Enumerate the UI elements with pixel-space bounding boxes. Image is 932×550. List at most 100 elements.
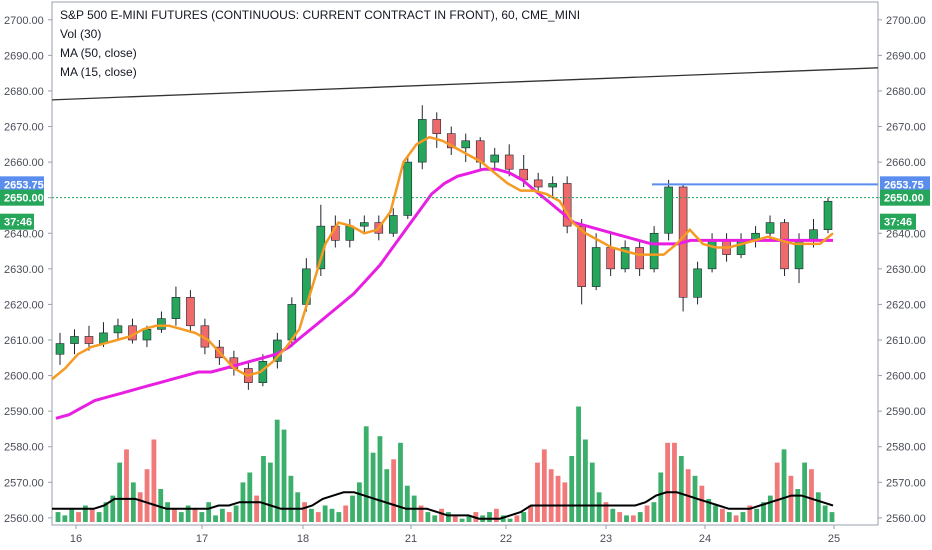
y-tick-label-right: 2630.00 (886, 264, 926, 276)
volume-bar (384, 469, 390, 522)
volume-bar (610, 508, 616, 522)
volume-bar (548, 469, 554, 522)
candle-body (113, 325, 123, 334)
x-tick-label: 21 (405, 533, 417, 545)
candle-body (186, 296, 195, 327)
volume-bar (185, 505, 191, 522)
candle-body (142, 329, 152, 341)
volume-bar (343, 505, 349, 522)
volume-bar (288, 475, 294, 522)
symbol-title[interactable]: S&P 500 E-MINI FUTURES (CONTINUOUS: CURR… (60, 8, 581, 22)
candle-body (765, 222, 775, 234)
y-tick-label-right: 2600.00 (886, 371, 926, 383)
volume-bar (535, 462, 540, 522)
candle-body (403, 161, 413, 216)
y-tick-label-left: 2570.00 (4, 477, 44, 489)
volume-bar (589, 462, 595, 522)
last-price-badge-left-bg (0, 189, 44, 206)
volume-bar (658, 472, 664, 522)
volume-bar (665, 442, 671, 522)
volume-bar (822, 505, 828, 522)
volume-bar (137, 492, 143, 522)
volume-bar (329, 508, 335, 522)
volume-bar (336, 512, 342, 522)
resistance-badge-left-text: 2653.75 (4, 179, 44, 191)
volume-bar (226, 512, 232, 522)
volume-bar (76, 512, 81, 522)
candle-body (388, 215, 398, 234)
volume-bar (370, 452, 376, 522)
x-tick-label: 23 (600, 533, 612, 545)
vol-indicator-label[interactable]: Vol (30) (60, 27, 102, 41)
volume-bar (398, 442, 403, 522)
x-axis: 16 17 18 21 22 23 24 25 (70, 525, 840, 545)
ma15-indicator-label[interactable]: MA (15, close) (60, 65, 137, 79)
y-tick-label-left: 2690.00 (4, 50, 44, 62)
ma50-indicator-label[interactable]: MA (50, close) (60, 46, 137, 60)
volume-bar (110, 495, 116, 522)
volume-bar (809, 469, 814, 522)
volume-bar (130, 482, 136, 522)
volume-bar (576, 406, 581, 522)
volume-bar (165, 502, 170, 522)
candle-body (533, 179, 543, 188)
candle-body (823, 200, 833, 231)
volume-bar (446, 512, 451, 522)
volume-bar (617, 512, 623, 522)
volume-bar (192, 508, 198, 522)
volume-bar (802, 462, 807, 522)
volume-bar (391, 459, 397, 522)
volume-bar (672, 442, 677, 522)
volume-bar (144, 469, 150, 522)
chart-legend: S&P 500 E-MINI FUTURES (CONTINUOUS: CURR… (60, 6, 580, 82)
y-tick-label-left: 2700.00 (4, 15, 44, 27)
volume-bar (62, 515, 68, 522)
trendline[interactable] (51, 67, 879, 101)
y-tick-label-left: 2580.00 (4, 442, 44, 454)
volume-bar (418, 505, 424, 522)
candle-body (446, 133, 456, 149)
y-tick-label-left: 2640.00 (4, 228, 44, 240)
countdown-badge-left-bg (0, 213, 34, 230)
volume-bar (788, 475, 794, 522)
candle-body (548, 183, 557, 188)
volume-bar (507, 518, 513, 522)
volume-bar (96, 512, 102, 522)
volume-bar (781, 449, 787, 522)
volume-bar (206, 502, 212, 522)
volume-bar (774, 462, 780, 522)
x-tick-label: 16 (70, 533, 82, 545)
x-tick-label: 25 (828, 533, 840, 545)
candle-body (461, 140, 471, 149)
volume-bar (740, 512, 746, 522)
candle-body (360, 222, 369, 227)
volume-bar (754, 508, 760, 522)
y-tick-label-left: 2610.00 (4, 335, 44, 347)
volume-bar (795, 489, 801, 522)
y-axis-left: 2560.00 2570.00 2580.00 2590.00 2600.00 2610.… (4, 15, 52, 525)
candle-body (504, 154, 514, 170)
volume-bar (603, 502, 609, 522)
volume-bar (274, 419, 280, 522)
volume-bar (172, 508, 177, 522)
ma15-line (51, 135, 834, 381)
volume-bar (569, 456, 575, 522)
volume-bar (630, 515, 636, 522)
volume-bar (555, 475, 561, 522)
candle-body (620, 247, 630, 270)
volume-bar (302, 502, 307, 522)
candle-body (780, 222, 789, 270)
y-tick-label-left: 2600.00 (4, 371, 44, 383)
y-tick-label-left: 2680.00 (4, 86, 44, 98)
plot-frame (51, 1, 879, 526)
volume-bar (733, 515, 739, 522)
volume-bar (699, 485, 705, 522)
y-tick-label-right: 2660.00 (886, 157, 926, 169)
volume-bar (281, 429, 287, 522)
volume-bar (521, 512, 527, 522)
volume-bar (124, 449, 129, 522)
volume-bar (267, 462, 273, 522)
y-tick-label-right: 2590.00 (886, 406, 926, 418)
volume-bar (562, 482, 568, 522)
